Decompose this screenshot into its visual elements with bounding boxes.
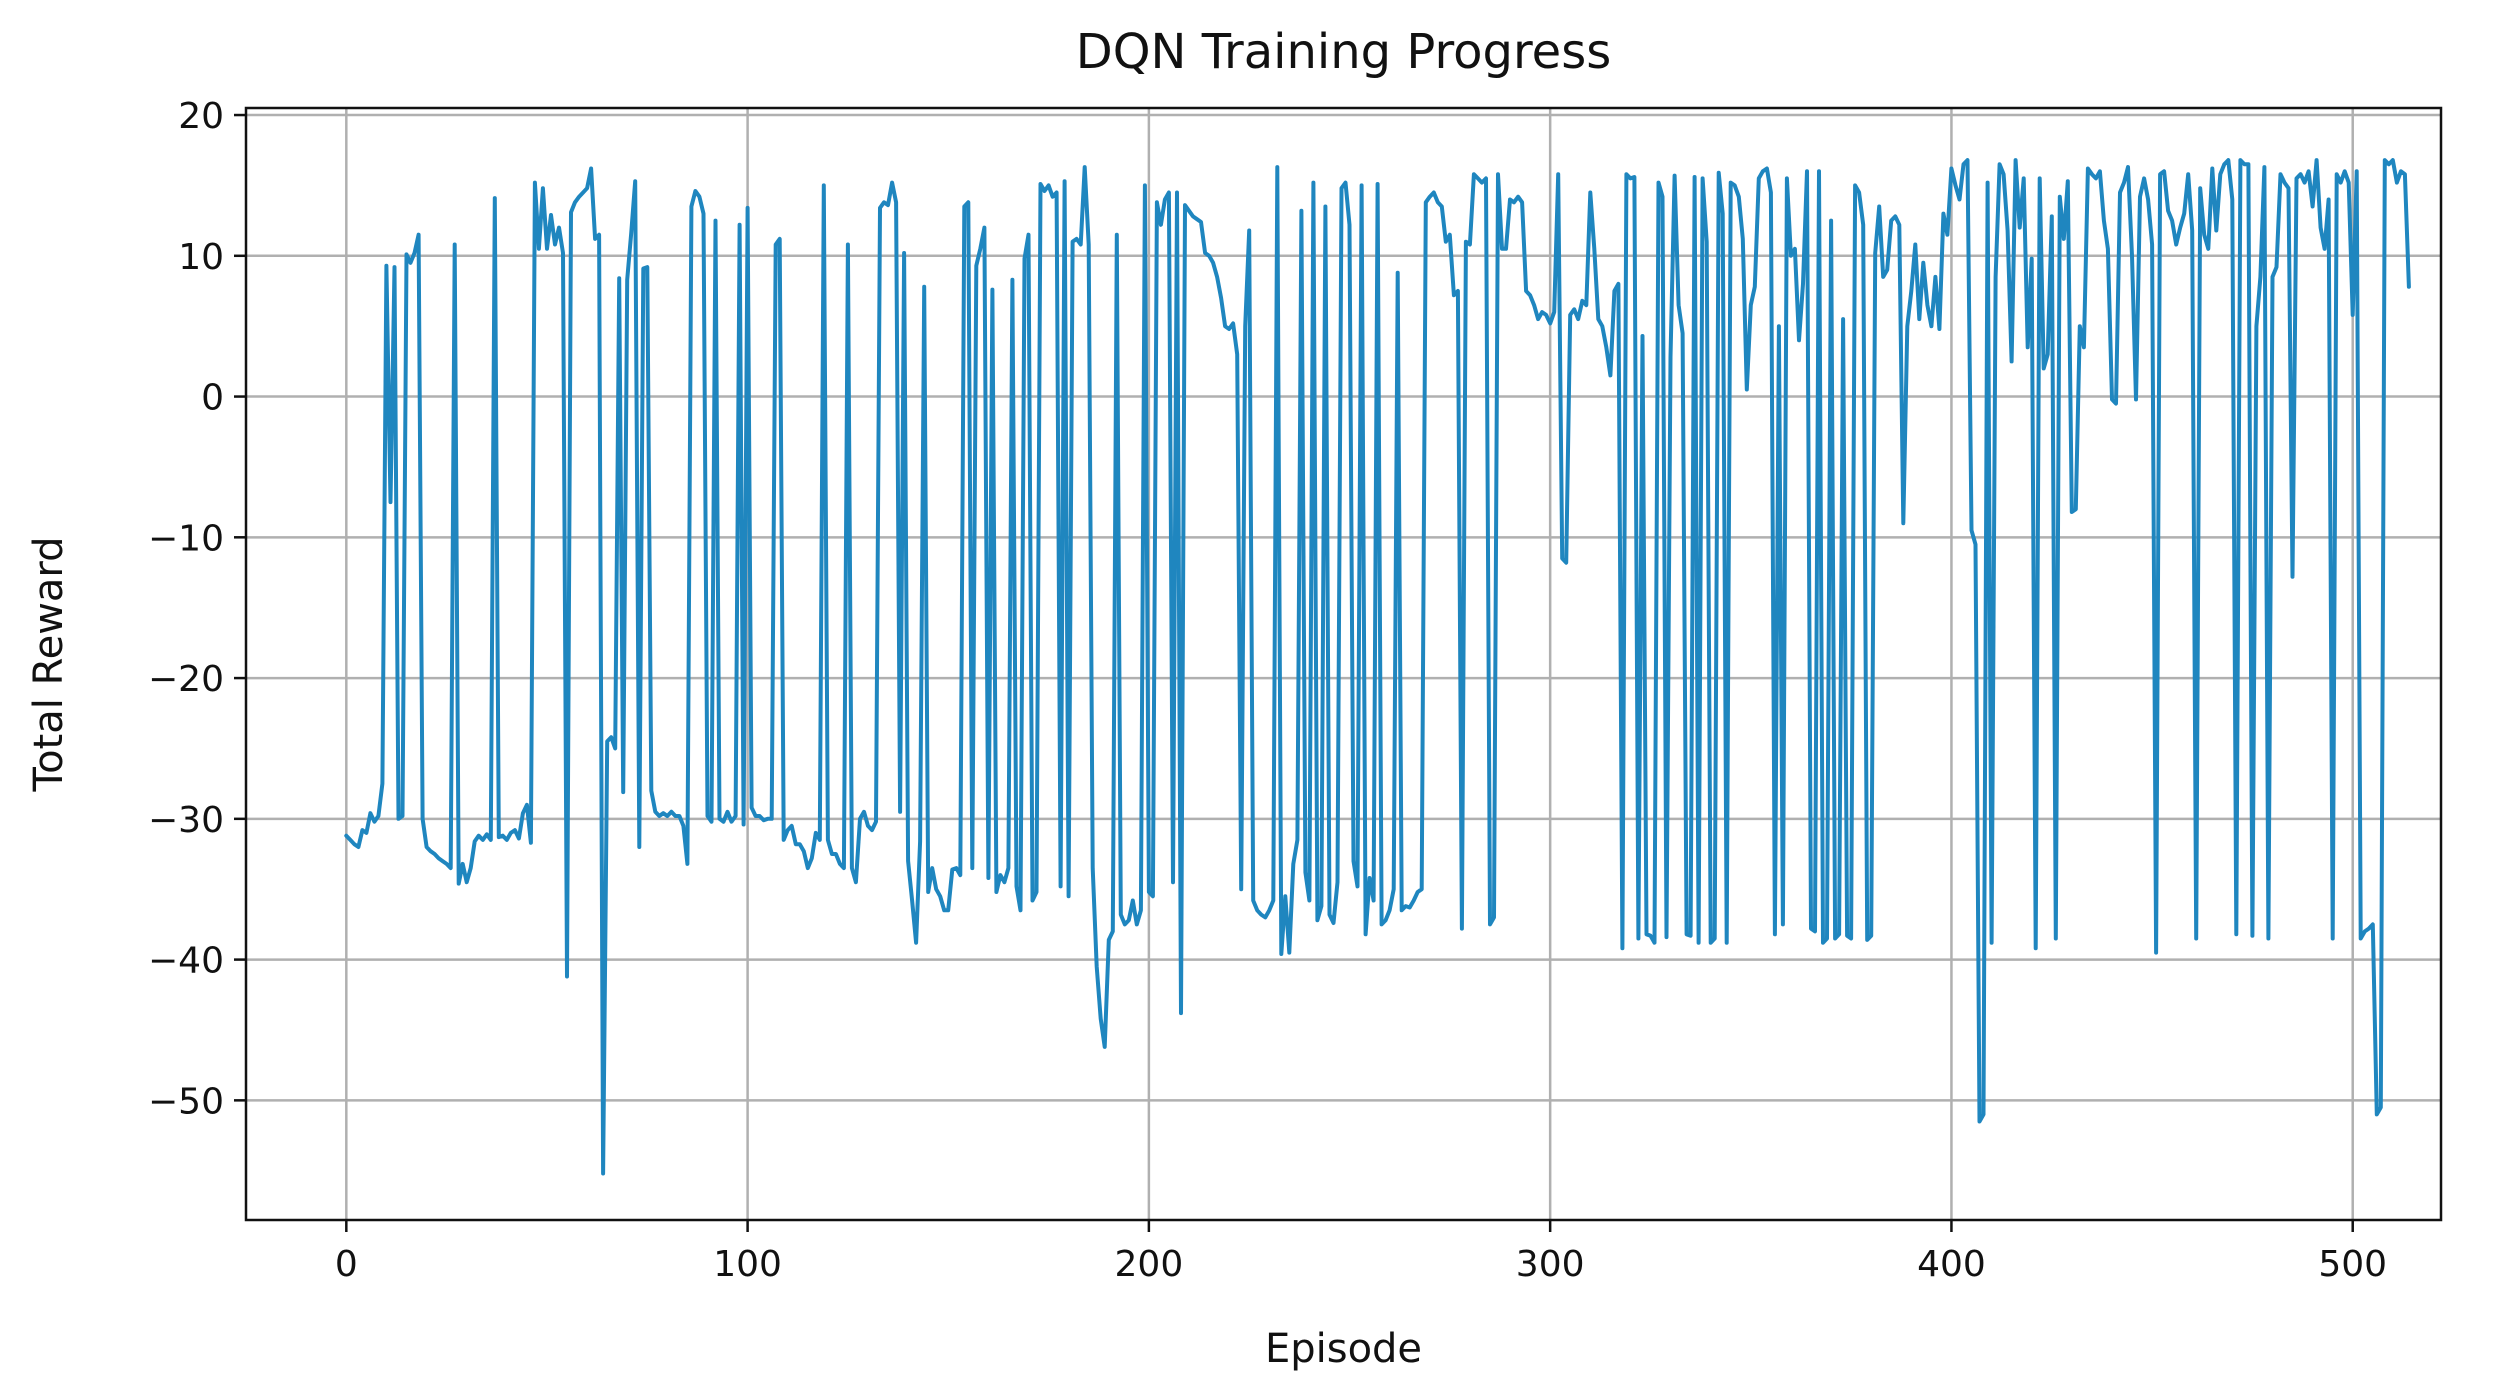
series-layer xyxy=(344,158,2411,1176)
x-axis-ticks: 0 100 200 300 400 500 xyxy=(335,1220,2387,1285)
x-tick-label: 100 xyxy=(713,1244,782,1285)
y-tick-label: −20 xyxy=(148,659,224,700)
y-tick-label: 0 xyxy=(201,378,224,419)
x-axis-label: Episode xyxy=(1265,1326,1422,1372)
x-tick-label: 300 xyxy=(1516,1244,1585,1285)
gridlines xyxy=(246,108,2441,1220)
x-tick-label: 400 xyxy=(1917,1244,1986,1285)
y-tick-label: −40 xyxy=(148,941,224,982)
y-tick-label: −10 xyxy=(148,518,224,559)
y-tick-label: −30 xyxy=(148,800,224,841)
y-tick-label: 20 xyxy=(178,96,224,137)
series-line-0 xyxy=(344,158,2411,1176)
y-tick-label: 10 xyxy=(178,237,224,278)
x-tick-label: 200 xyxy=(1115,1244,1184,1285)
x-tick-label: 0 xyxy=(335,1244,358,1285)
x-tick-label: 500 xyxy=(2318,1244,2387,1285)
y-tick-label: −50 xyxy=(148,1081,224,1122)
plot-frame xyxy=(244,106,2443,1222)
chart-title: DQN Training Progress xyxy=(1076,24,1611,80)
y-axis-ticks: 20 10 0 −10 −20 −30 −40 −50 xyxy=(148,96,246,1122)
y-axis-label: Total Reward xyxy=(26,536,72,792)
